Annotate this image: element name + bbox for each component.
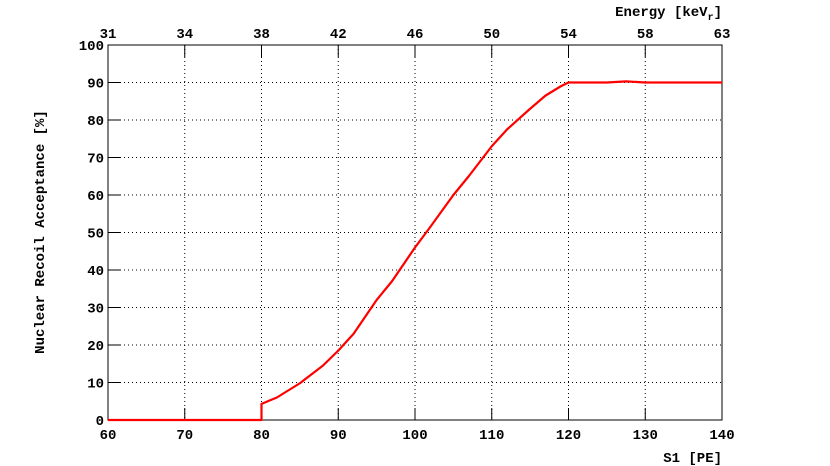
x2-tick-label: 46 <box>407 27 424 43</box>
x2-axis-label: Energy [keVr] <box>615 5 722 24</box>
y-tick-label: 20 <box>87 339 104 355</box>
x-tick-label: 90 <box>330 428 347 444</box>
y-tick-label: 40 <box>87 264 104 280</box>
y-tick-label: 90 <box>87 77 104 93</box>
y-tick-label: 10 <box>87 377 104 393</box>
y-tick-label: 60 <box>87 189 104 205</box>
y-tick-label: 100 <box>79 39 104 55</box>
x2-tick-label: 42 <box>330 27 347 43</box>
y-axis-label: Nuclear Recoil Acceptance [%] <box>33 110 49 354</box>
x2-label-text: Energy [keV <box>615 5 708 21</box>
x2-label-subscript: r <box>708 13 714 24</box>
y-tick-label: 50 <box>87 227 104 243</box>
x-tick-label: 100 <box>402 428 427 444</box>
x2-tick-label: 31 <box>100 27 117 43</box>
x2-tick-label: 50 <box>483 27 500 43</box>
y-tick-label: 80 <box>87 114 104 130</box>
x-tick-label: 110 <box>479 428 504 444</box>
x-tick-label: 120 <box>556 428 581 444</box>
x2-tick-label: 54 <box>560 27 577 43</box>
x-axis-label: S1 [PE] <box>663 451 722 466</box>
y-tick-label: 0 <box>96 414 104 430</box>
y-tick-label: 70 <box>87 152 104 168</box>
x2-tick-label: 34 <box>176 27 193 43</box>
x-tick-label: 60 <box>100 428 117 444</box>
x2-tick-label: 38 <box>253 27 270 43</box>
x-tick-label: 70 <box>176 428 193 444</box>
data-line <box>108 80 722 422</box>
x2-tick-label: 58 <box>637 27 654 43</box>
y-tick-label: 30 <box>87 302 104 318</box>
x2-tick-label: 63 <box>714 27 731 43</box>
x2-label-end: ] <box>714 5 722 21</box>
x-tick-label: 140 <box>709 428 734 444</box>
x-tick-label: 130 <box>633 428 658 444</box>
x-tick-label: 80 <box>253 428 270 444</box>
